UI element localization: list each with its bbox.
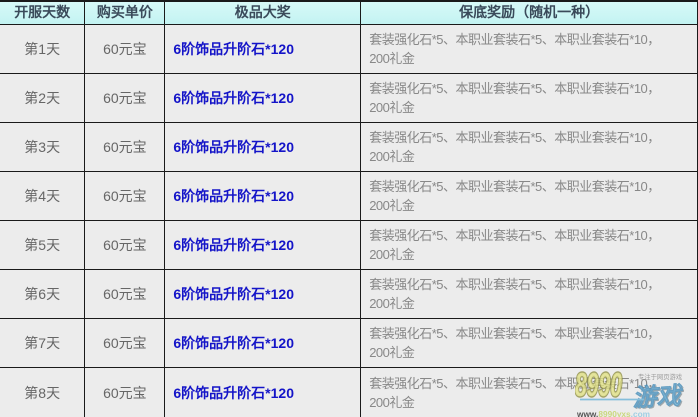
svg-text:游戏: 游戏	[632, 382, 684, 412]
svg-text:专注于网页游戏: 专注于网页游戏	[638, 372, 683, 381]
svg-text:8990: 8990	[575, 366, 622, 403]
svg-text:www.8990yxs.com: www.8990yxs.com	[576, 409, 650, 417]
